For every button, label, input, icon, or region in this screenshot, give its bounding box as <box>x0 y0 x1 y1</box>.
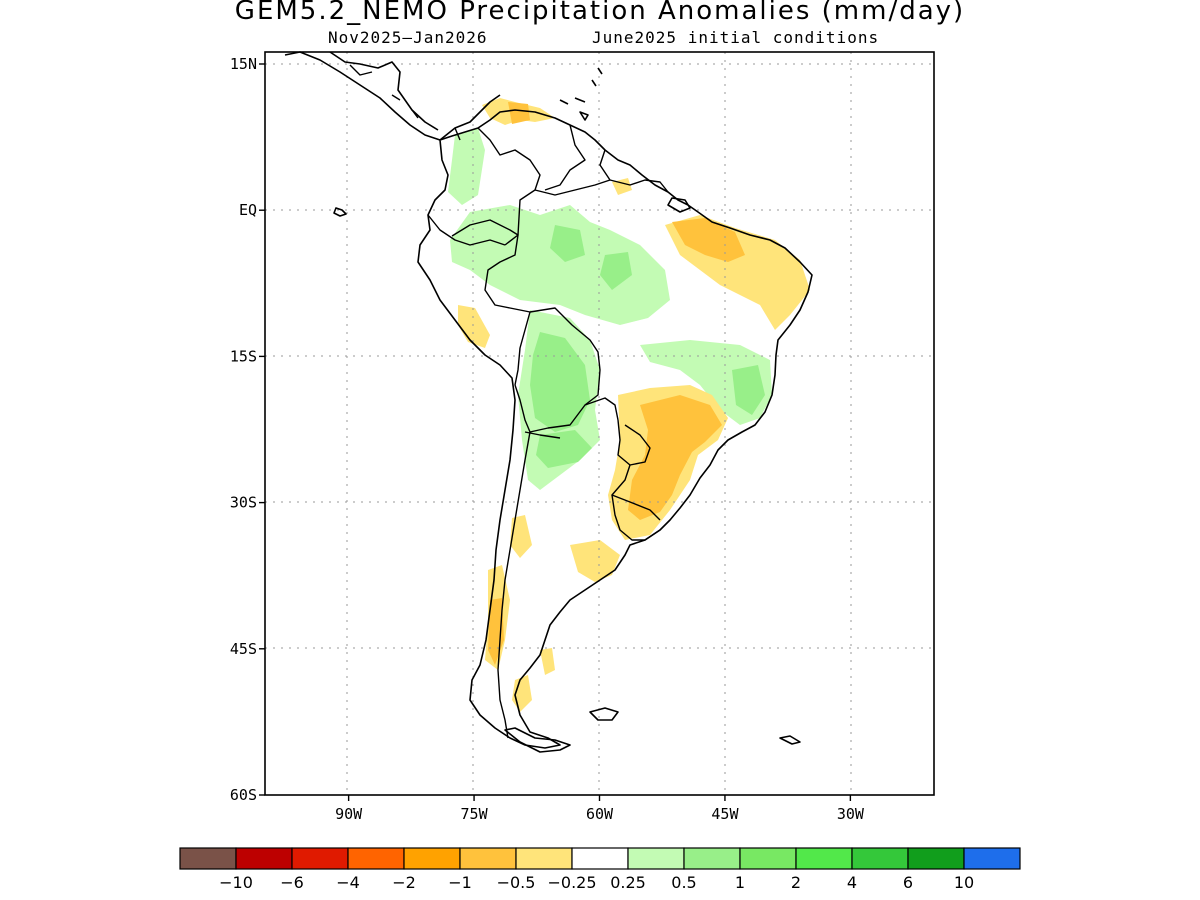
colorbar-label: −4 <box>336 873 360 892</box>
lon-label: 45W <box>711 805 739 823</box>
lat-label: 15N <box>230 55 257 73</box>
colorbar-swatch <box>291 847 349 870</box>
border-bolivia-paraguay <box>529 397 619 433</box>
border-guianas <box>599 149 669 193</box>
axis-ticks <box>259 63 852 801</box>
border-ecuador-peru <box>427 214 506 246</box>
colorbar-label: −0.25 <box>547 873 596 892</box>
colorbar-label: −0.5 <box>497 873 536 892</box>
map-frame <box>264 51 935 796</box>
anomaly-positive-east-brazil-core <box>732 365 765 415</box>
border-chile-argentina <box>497 431 531 739</box>
border-peru-brazil <box>484 234 531 313</box>
tierra-del-fuego <box>504 727 571 753</box>
anomaly-negative-central-chile <box>510 515 532 558</box>
colorbar-swatch <box>403 847 461 870</box>
amazon-delta <box>667 197 691 213</box>
colorbar-swatch <box>347 847 405 870</box>
colorbar-label: −2 <box>392 873 416 892</box>
border-chile-bolivia <box>514 384 531 433</box>
central-america-coast <box>284 51 501 141</box>
colorbar-label: 10 <box>954 873 974 892</box>
border-brazil-north <box>534 179 611 196</box>
colorbar-swatch <box>515 847 573 870</box>
trinidad <box>579 111 589 121</box>
lon-label: 90W <box>335 805 363 823</box>
colorbar-swatch <box>795 847 853 870</box>
initial-conditions: June2025 initial conditions <box>592 28 880 47</box>
lon-label: 30W <box>837 805 865 823</box>
colorbar-label: −1 <box>448 873 472 892</box>
border-central-america <box>349 64 419 119</box>
colorbar-label: 6 <box>903 873 913 892</box>
colorbar-label: 2 <box>791 873 801 892</box>
south-america-coast <box>417 109 813 749</box>
colorbar-labels: −10 −6 −4 −2 −1 −0.5 −0.25 0.25 0.5 1 2 4 6 10 <box>219 873 974 892</box>
colorbar-swatch <box>459 847 517 870</box>
border-colombia-peru <box>451 219 519 246</box>
anomaly-positive-amazon-east <box>600 252 632 290</box>
border-venezuela-guyana <box>544 124 586 191</box>
colorbar-swatch <box>963 847 1021 870</box>
colorbar-swatch <box>851 847 909 870</box>
latitude-labels: 15N EQ 15S 30S 45S 60S <box>230 55 257 804</box>
colorbar-swatch <box>235 847 293 870</box>
lat-label: 60S <box>230 786 257 804</box>
anomaly-negative-argentina <box>570 540 620 582</box>
colorbar-swatch <box>683 847 741 870</box>
border-argentina-brazil <box>611 464 661 521</box>
south-georgia <box>779 735 801 745</box>
colorbar-label: −10 <box>219 873 253 892</box>
anomaly-negative-patagonia-east <box>540 648 555 675</box>
lat-label: 30S <box>230 494 257 512</box>
border-panama-colombia <box>454 127 461 141</box>
caribbean-islands <box>559 67 603 105</box>
colorbar-swatch <box>907 847 965 870</box>
colorbar-label: 0.5 <box>671 873 696 892</box>
anomaly-positive-bolivia-core <box>530 332 590 432</box>
colorbar-label: 0.25 <box>610 873 646 892</box>
colorbar-label: −6 <box>280 873 304 892</box>
border-bolivia-brazil <box>529 307 601 406</box>
anomaly-negative-peru <box>458 305 490 348</box>
colorbar-swatch <box>571 847 629 870</box>
border-colombia-venezuela <box>477 127 541 236</box>
anomaly-positive-amazon-core <box>550 225 585 262</box>
map-title: GEM5.2_NEMO Precipitation Anomalies (mm/… <box>234 0 966 26</box>
colorbar <box>179 847 1021 870</box>
lat-label: 45S <box>230 640 257 658</box>
lat-label: EQ <box>239 201 257 219</box>
central-america-caribbean-coast <box>329 51 439 131</box>
anomaly-negative-se-brazil-core <box>628 395 722 520</box>
graticule <box>265 52 934 795</box>
forecast-period: Nov2025–Jan2026 <box>328 28 488 47</box>
colorbar-label: 1 <box>735 873 745 892</box>
longitude-labels: 90W 75W 60W 45W 30W <box>335 805 865 823</box>
anomaly-negative-venezuela-core <box>508 102 530 124</box>
lon-label: 60W <box>586 805 614 823</box>
country-borders <box>349 64 669 739</box>
border-peru-bolivia <box>514 311 531 386</box>
falkland-islands <box>589 707 619 721</box>
border-paraguay <box>617 419 651 466</box>
lat-label: 15S <box>230 347 257 365</box>
colorbar-swatch <box>739 847 797 870</box>
anomaly-positive-amazon <box>450 205 670 325</box>
anomaly-negative-ne-brazil-core <box>672 218 745 262</box>
colorbar-swatch <box>179 847 237 870</box>
border-uruguay <box>611 494 661 541</box>
anomaly-positive-chaco <box>536 430 592 468</box>
lon-label: 75W <box>461 805 489 823</box>
colorbar-label: 4 <box>847 873 857 892</box>
coastline <box>284 51 813 753</box>
anomaly-shading <box>448 98 810 712</box>
anomaly-positive-colombia <box>448 128 485 205</box>
galapagos <box>333 207 347 217</box>
colorbar-swatch <box>627 847 685 870</box>
